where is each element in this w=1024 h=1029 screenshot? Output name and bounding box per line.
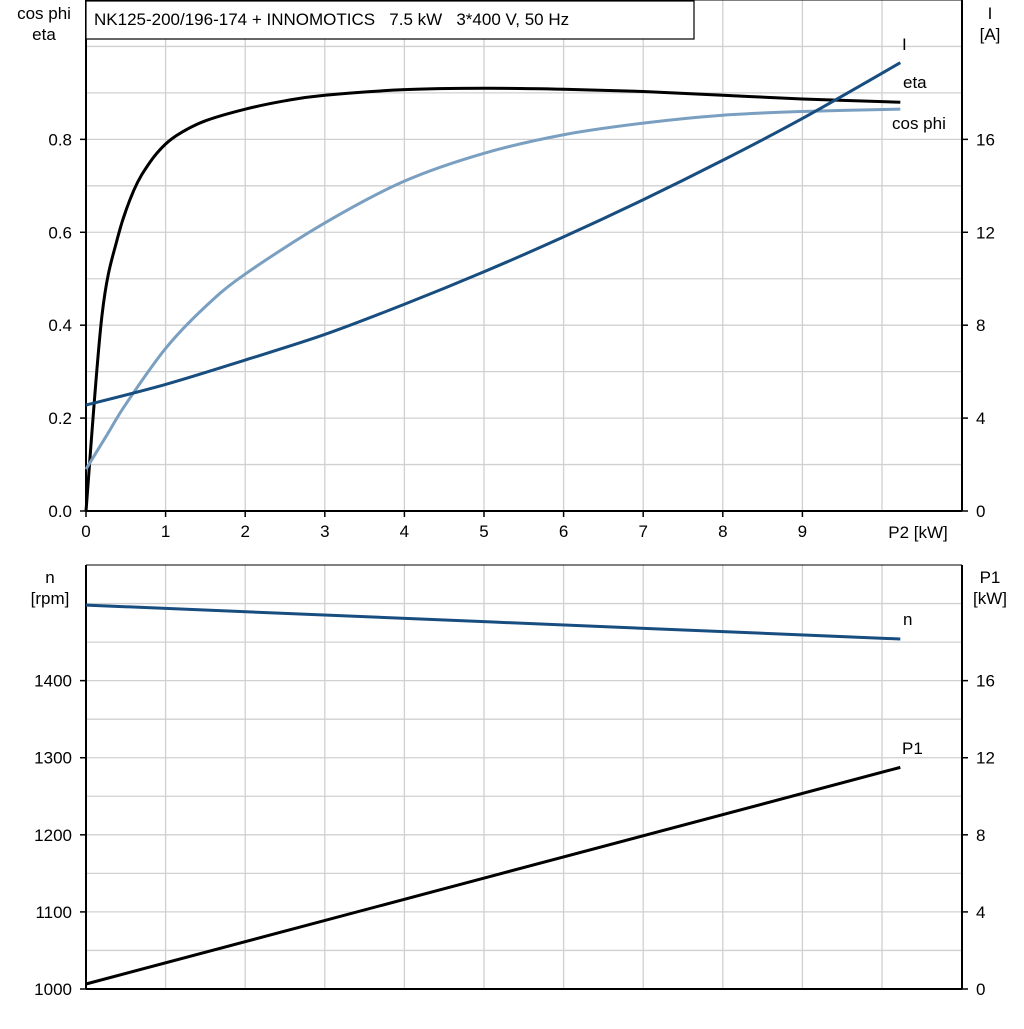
right-tick-label: 8 (976, 316, 985, 335)
right-tick-label: 4 (976, 903, 985, 922)
bottom-left-axis-label-2: [rpm] (31, 589, 70, 608)
left-tick-label: 0.6 (48, 223, 72, 242)
right-tick-label: 12 (976, 749, 995, 768)
series-line-I (85, 61, 902, 407)
series-line-n (85, 603, 901, 641)
left-tick-label: 0.2 (48, 409, 72, 428)
left-tick-label: 1000 (34, 980, 72, 999)
left-axis-label-1: cos phi (17, 4, 71, 23)
left-tick-label: 0.4 (48, 316, 72, 335)
right-tick-label: 16 (976, 130, 995, 149)
right-axis-label-2: [A] (980, 25, 1001, 44)
series-label-I: I (902, 35, 907, 54)
series-line-cos-phi (84, 107, 901, 470)
x-tick-label: 5 (479, 522, 488, 541)
series-label-cos-phi: cos phi (892, 114, 946, 133)
x-tick-label: 4 (400, 522, 409, 541)
title-box (85, 0, 695, 40)
x-tick-label: 8 (718, 522, 727, 541)
left-tick-label: 1200 (34, 826, 72, 845)
series-line-eta (84, 86, 901, 512)
series-line-P1 (85, 765, 901, 986)
left-tick-label: 0.0 (48, 502, 72, 521)
bottom-right-axis-label-2: [kW] (973, 589, 1007, 608)
left-tick-label: 1300 (34, 749, 72, 768)
right-tick-label: 4 (976, 409, 985, 428)
x-tick-label: 1 (161, 522, 170, 541)
chart-title: NK125-200/196-174 + INNOMOTICS 7.5 kW 3*… (94, 10, 569, 29)
left-tick-label: 0.8 (48, 130, 72, 149)
right-tick-label: 8 (976, 826, 985, 845)
bottom-left-axis-label-1: n (45, 568, 54, 587)
left-tick-label: 1400 (34, 672, 72, 691)
x-tick-label: 9 (798, 522, 807, 541)
x-tick-label: 6 (559, 522, 568, 541)
x-tick-label: 0 (81, 522, 90, 541)
x-tick-label: 2 (240, 522, 249, 541)
right-tick-label: 16 (976, 672, 995, 691)
right-axis-label-1: I (988, 4, 993, 23)
series-label-n: n (903, 610, 912, 629)
right-tick-label: 12 (976, 223, 995, 242)
left-tick-label: 1100 (35, 903, 72, 922)
bottom-chart: 1000 1100 1200 1300 1400 0 4 8 12 16 n P1 (34, 564, 995, 999)
right-tick-label: 0 (976, 980, 985, 999)
x-tick-label: 3 (320, 522, 329, 541)
right-tick-label: 0 (976, 502, 985, 521)
series-label-P1: P1 (902, 739, 923, 758)
x-axis-label: P2 [kW] (888, 523, 948, 542)
x-tick-label: 7 (638, 522, 647, 541)
left-axis-label-2: eta (32, 25, 56, 44)
bottom-right-axis-label-1: P1 (980, 568, 1001, 587)
series-label-eta: eta (903, 73, 927, 92)
